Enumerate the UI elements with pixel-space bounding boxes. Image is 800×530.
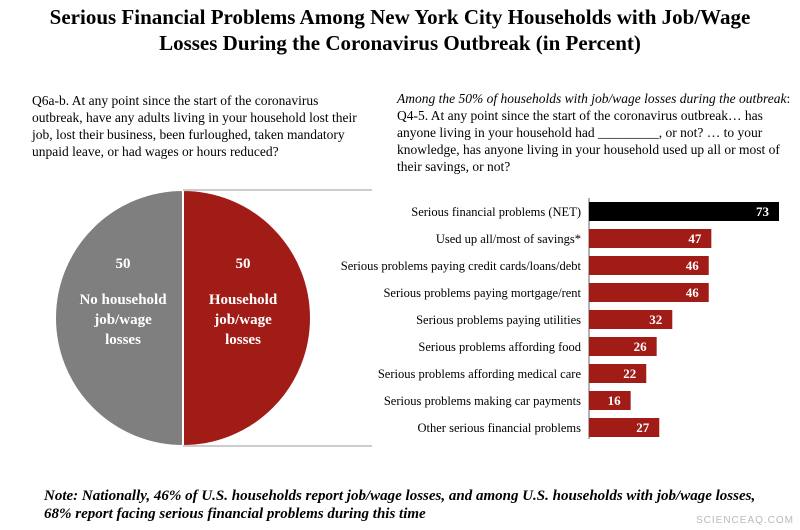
question-right: Among the 50% of households with job/wag… (397, 90, 792, 175)
bar-value-label: 47 (688, 231, 702, 246)
watermark: SCIENCEAQ.COM (695, 515, 794, 526)
bar-category-label: Serious problems paying mortgage/rent (383, 286, 581, 300)
bar-value-label: 73 (756, 204, 770, 219)
pie-slice-label: losses (105, 332, 141, 348)
bar-category-label: Serious problems paying utilities (416, 313, 581, 327)
bar-category-label: Serious problems paying credit cards/loa… (341, 259, 582, 273)
bar-value-label: 32 (649, 312, 662, 327)
question-right-italic: Among the 50% of households with job/wag… (397, 91, 787, 106)
bar-category-label: Serious problems affording medical care (378, 367, 582, 381)
bar-category-label: Serious financial problems (NET) (411, 205, 581, 219)
bar-value-label: 46 (686, 258, 700, 273)
question-right-text: : Q4-5. At any point since the start of … (397, 91, 791, 174)
bar-category-label: Used up all/most of savings* (436, 232, 581, 246)
pie-value-label: 50 (236, 256, 251, 272)
bar-value-label: 46 (686, 285, 700, 300)
bar (589, 337, 657, 356)
bar (589, 364, 647, 383)
pie-slice (182, 188, 312, 448)
pie-slice-label: No household (79, 292, 167, 308)
bar (589, 310, 673, 329)
bar (589, 256, 709, 275)
bar-category-label: Serious problems affording food (418, 340, 581, 354)
title-line-1: Serious Financial Problems Among New Yor… (49, 5, 751, 29)
bar-category-label: Other serious financial problems (418, 421, 582, 435)
bar (589, 391, 631, 410)
pie-slice-label: Household (209, 292, 278, 308)
bar (589, 283, 709, 302)
bar-value-label: 26 (634, 339, 648, 354)
bar-category-label: Serious problems making car payments (384, 394, 581, 408)
question-left: Q6a-b. At any point since the start of t… (32, 93, 357, 159)
bar (589, 418, 660, 437)
bar-value-label: 16 (608, 393, 622, 408)
note: Note: Nationally, 46% of U.S. households… (44, 488, 756, 522)
bar-value-label: 27 (636, 420, 650, 435)
pie-value-label: 50 (116, 256, 131, 272)
pie-slice-label: losses (225, 332, 261, 348)
pie-slice-label: job/wage (213, 312, 272, 328)
pie-slice-label: job/wage (93, 312, 152, 328)
bar-value-label: 22 (623, 366, 636, 381)
title-line-2: Losses During the Coronavirus Outbreak (… (159, 31, 641, 55)
chart-title: Serious Financial Problems Among New Yor… (0, 4, 800, 56)
pie-slice (54, 188, 184, 448)
bar (589, 229, 712, 248)
bar (589, 202, 779, 221)
